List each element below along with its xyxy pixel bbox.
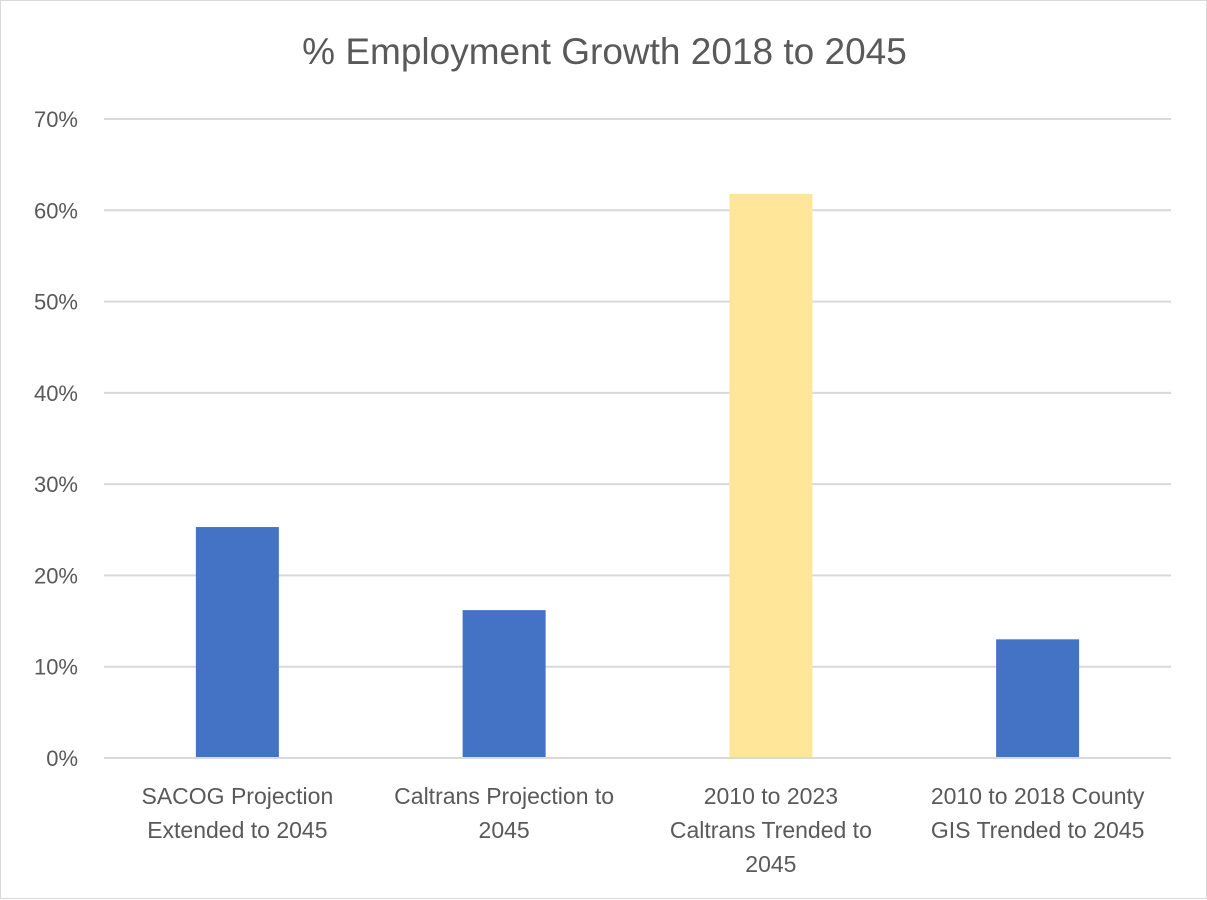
gridlines [104, 118, 1171, 668]
category-label: 2010 to 2023 [704, 783, 838, 809]
bars [195, 193, 1080, 759]
category-label: SACOG Projection [142, 783, 334, 809]
bar [996, 639, 1080, 758]
y-axis-ticks: 0% 10% 20% 30% 40% 50% 60% 70% [34, 107, 78, 771]
y-tick-label: 40% [34, 381, 78, 406]
chart-title: % Employment Growth 2018 to 2045 [302, 31, 907, 72]
y-tick-label: 30% [34, 472, 78, 497]
y-tick-label: 60% [34, 198, 78, 223]
bar [195, 527, 279, 758]
category-label: 2045 [479, 817, 530, 843]
bar [462, 610, 546, 758]
y-tick-label: 20% [34, 563, 78, 588]
category-label: Caltrans Projection to [394, 783, 614, 809]
category-label: Extended to 2045 [147, 817, 327, 843]
bar [729, 193, 813, 759]
category-label: GIS Trended to 2045 [931, 817, 1145, 843]
category-label: 2010 to 2018 County [931, 783, 1145, 809]
category-label: 2045 [745, 851, 796, 877]
category-label: Caltrans Trended to [670, 817, 872, 843]
y-tick-label: 50% [34, 290, 78, 315]
category-labels: SACOG Projection Extended to 2045 Caltrans… [142, 783, 1145, 877]
y-tick-label: 0% [46, 746, 78, 771]
y-tick-label: 70% [34, 107, 78, 132]
y-tick-label: 10% [34, 655, 78, 680]
